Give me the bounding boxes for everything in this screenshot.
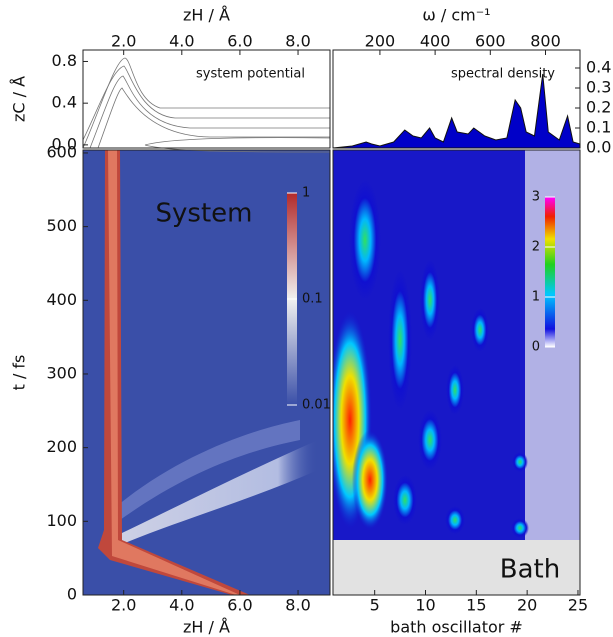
heatmap-blob (446, 365, 464, 415)
panel-frame (82, 149, 331, 596)
y-tick-label: 0.2 (586, 98, 611, 117)
contour-line (89, 75, 330, 149)
colorbar-tick-label: 1 (302, 186, 310, 201)
heatmap-blob (445, 506, 465, 534)
heatmap-blob (352, 430, 388, 530)
x-axis-label: zH / Å (183, 618, 230, 637)
heatmap-blob (393, 475, 417, 525)
x-axis-label: bath oscillator # (390, 618, 523, 637)
heatmap-blob (108, 150, 240, 595)
x-axis-label: ω / cm⁻¹ (422, 6, 490, 25)
x-axis-label: zH / Å (183, 6, 230, 25)
x-tick-label: 5 (370, 596, 380, 615)
panel-frame (332, 149, 581, 596)
heatmap-blob (512, 452, 528, 472)
x-tick-label: 2.0 (111, 32, 136, 51)
x-tick-label: 2.0 (111, 596, 136, 615)
y-axis-label: t / fs (10, 355, 29, 391)
spectral-area (332, 73, 581, 149)
y-tick-label: 0.3 (586, 78, 611, 97)
y-tick-label: 0.4 (52, 93, 77, 112)
panel-title: system potential (196, 67, 305, 82)
contour-line (82, 65, 330, 141)
heatmap-blob (511, 518, 529, 538)
y-tick-label: 300 (46, 363, 77, 382)
x-tick-label: 200 (365, 32, 396, 51)
x-tick-label: 15 (466, 596, 486, 615)
y-tick-label: 0 (67, 585, 77, 604)
x-tick-label: 6.0 (227, 32, 252, 51)
heatmap-blob (388, 270, 412, 410)
y-tick-label: 0.4 (586, 58, 611, 77)
heatmap-image (98, 150, 318, 595)
heatmap-blob (349, 180, 381, 300)
y-tick-label: 600 (46, 142, 77, 161)
y-tick-label: 0.0 (586, 138, 611, 157)
x-tick-label: 400 (420, 32, 451, 51)
y-tick-label: 0.1 (586, 118, 611, 137)
panel-label: Bath (500, 555, 560, 585)
heatmap-blob (420, 260, 440, 340)
x-tick-label: 8.0 (285, 596, 310, 615)
x-tick-label: 600 (475, 32, 506, 51)
colorbar-tick-label: 3 (532, 190, 540, 205)
x-tick-label: 6.0 (227, 596, 252, 615)
colorbar-tick-label: 0.01 (302, 398, 331, 413)
decor (82, 49, 581, 596)
y-tick-label: 500 (46, 216, 77, 235)
x-tick-label: 8.0 (285, 32, 310, 51)
contour-line (144, 144, 331, 153)
y-tick-label: 100 (46, 511, 77, 530)
y-axis-label: zC / Å (10, 76, 29, 122)
contour-lines (82, 57, 331, 153)
heatmap-image (333, 180, 529, 538)
contour-line (82, 57, 330, 149)
y-tick-label: 0.0 (52, 134, 77, 153)
x-tick-label: 20 (517, 596, 537, 615)
colorbar-tick-label: 0 (532, 340, 540, 355)
y-tick-label: 400 (46, 290, 77, 309)
x-tick-label: 25 (568, 596, 588, 615)
heatmap-blob (118, 420, 300, 520)
panel-frame (82, 49, 331, 149)
x-tick-label: 10 (415, 596, 435, 615)
panel-label: System (156, 199, 253, 229)
colorbar-tick-label: 1 (532, 290, 540, 305)
y-tick-label: 0.8 (52, 51, 77, 70)
y-tick-label: 200 (46, 437, 77, 456)
x-tick-label: 4.0 (169, 596, 194, 615)
contour-line (144, 137, 331, 146)
heatmap-blob (118, 440, 318, 545)
x-tick-label: 4.0 (169, 32, 194, 51)
colorbar-tick-label: 2 (532, 240, 540, 255)
heatmap-blob (471, 308, 489, 352)
heatmap-blob (418, 410, 442, 470)
heatmap-background (333, 540, 580, 595)
colorbar-tick-label: 0.1 (302, 292, 323, 307)
colorbar (545, 197, 555, 347)
panel-title: spectral density (451, 67, 555, 82)
x-tick-label: 800 (530, 32, 561, 51)
contour-line (97, 87, 330, 149)
